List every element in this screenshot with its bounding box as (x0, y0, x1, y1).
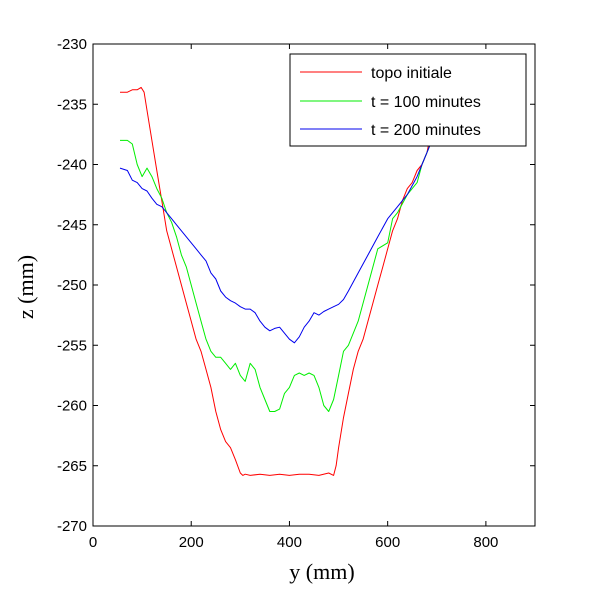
plot-frame (92, 43, 536, 527)
legend-label-t-200: t = 200 minutes (371, 122, 481, 139)
y-tick-label: -270 (57, 518, 87, 535)
x-tick-label: 0 (89, 534, 97, 551)
legend-label-t-100: t = 100 minutes (371, 94, 481, 111)
y-tick-label: -265 (57, 458, 87, 475)
series-line-t-100-minutes (120, 139, 433, 412)
y-tick-label: -260 (57, 398, 87, 415)
x-tick-label: 800 (473, 534, 498, 551)
series-line-t-200-minutes (119, 140, 433, 344)
y-axis-label: z (mm) (13, 255, 38, 319)
x-tick-label: 200 (179, 534, 204, 551)
x-tick-label: 600 (375, 534, 400, 551)
ticks-layer: 0 200 400 600 800 -230 -235 -240 -245 -250 -255 -26… (57, 36, 535, 551)
series-layer (119, 86, 433, 476)
series-line-topo-initiale (120, 86, 430, 476)
y-tick-label: -240 (57, 157, 87, 174)
y-tick-label: -245 (57, 217, 87, 234)
legend: topo initiale t = 100 minutes t = 200 mi… (289, 53, 527, 147)
y-tick-label: -250 (57, 277, 87, 294)
y-tick-label: -255 (57, 337, 87, 354)
y-tick-label: -230 (57, 36, 87, 53)
x-tick-label: 400 (277, 534, 302, 551)
x-axis-label: y (mm) (289, 559, 354, 584)
y-tick-label: -235 (57, 96, 87, 113)
legend-box (289, 53, 527, 147)
legend-label-topo-initiale: topo initiale (371, 65, 452, 82)
